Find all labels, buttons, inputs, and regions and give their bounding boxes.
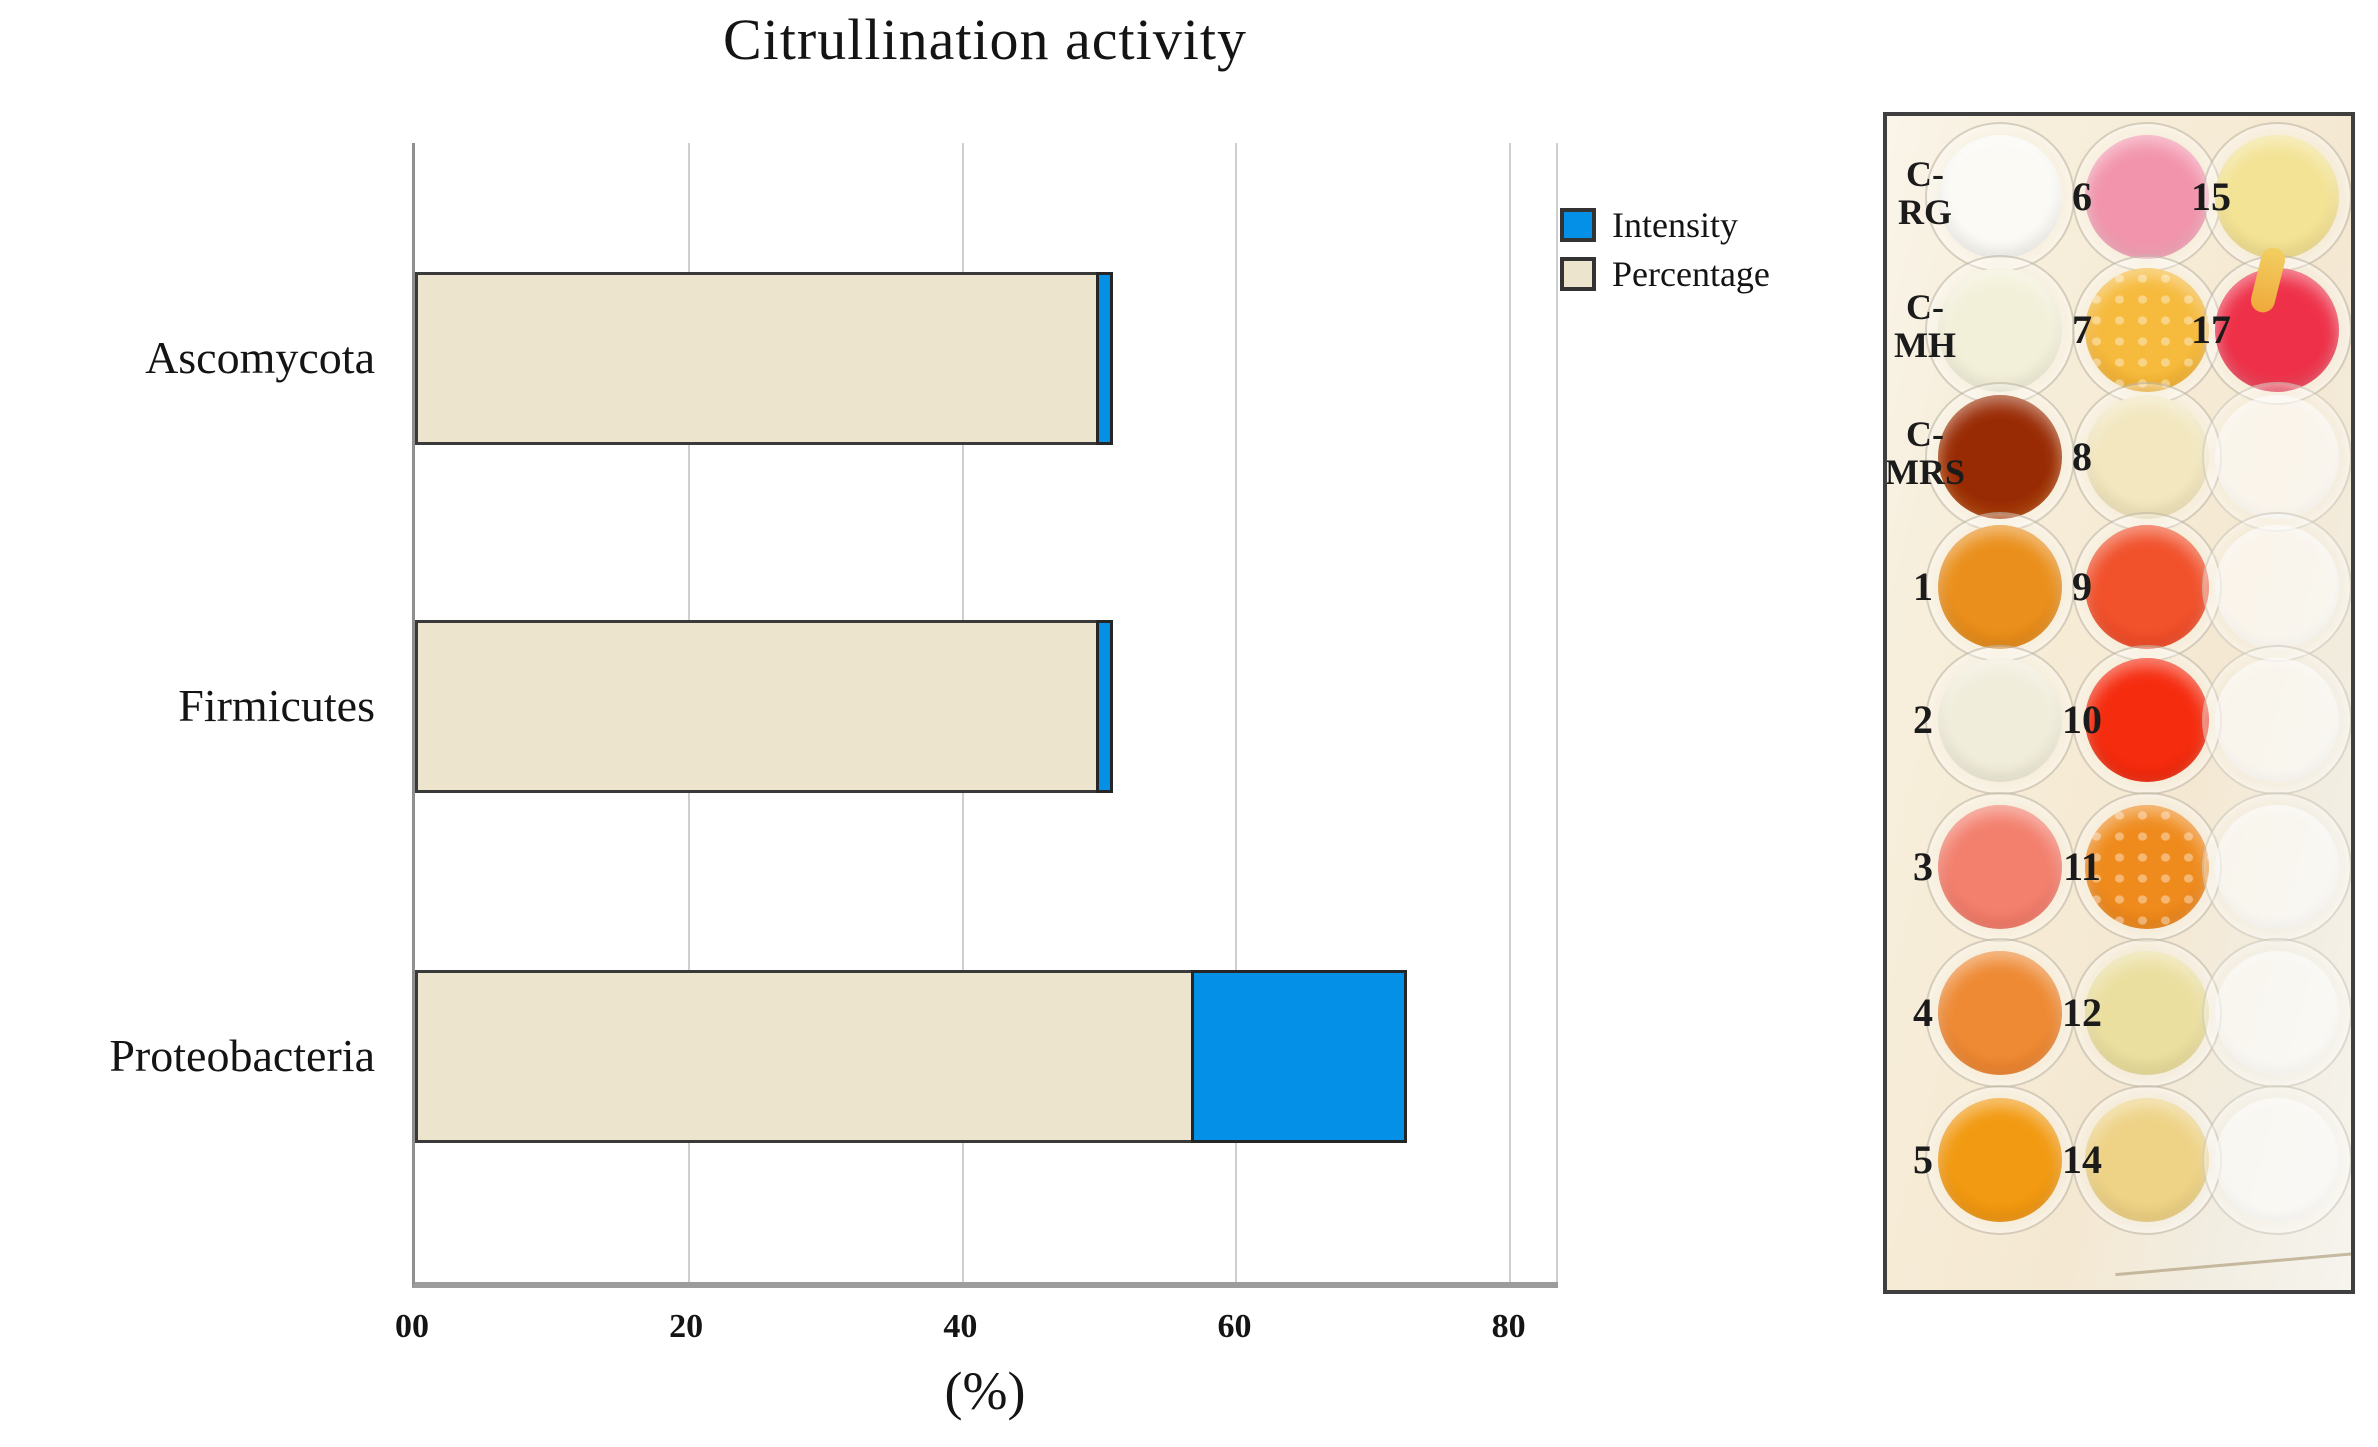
legend-label: Percentage [1612, 254, 1770, 294]
well-C-MH [1925, 255, 2075, 405]
x-tick-20: 20 [669, 1308, 704, 1345]
category-label-proteobacteria: Proteobacteria [109, 1030, 375, 1081]
bar-segment-percentage [415, 272, 1099, 445]
well-C-MRS [1925, 382, 2075, 532]
bar-row-firmicutes [415, 620, 1558, 793]
bar-segment-percentage [415, 970, 1195, 1143]
category-label-ascomycota: Ascomycota [145, 332, 375, 383]
well-14 [2072, 1085, 2222, 1235]
legend-item-intensity: Intensity [1560, 204, 1770, 246]
bar-segment-percentage [415, 620, 1099, 793]
well-label-12: 12 [2062, 990, 2102, 1035]
well-liquid [2215, 658, 2339, 782]
bubbles-overlay [2085, 268, 2209, 392]
well-C-RG [1925, 122, 2075, 272]
well-liquid [2085, 805, 2209, 929]
x-axis-label: (%) [944, 1361, 1026, 1421]
well-liquid [2215, 525, 2339, 649]
legend: Intensity Percentage [1560, 204, 1770, 302]
bubbles-overlay [2085, 805, 2209, 929]
empty-well [2202, 645, 2351, 795]
gridline-60 [1235, 143, 1238, 1282]
bar-row-ascomycota [415, 272, 1558, 445]
plot-area [412, 143, 1558, 1288]
gridline-80 [1508, 143, 1511, 1282]
x-tick-00: 00 [395, 1308, 429, 1345]
empty-well [2202, 1085, 2351, 1235]
well-liquid [1938, 1098, 2062, 1222]
well-12 [2072, 938, 2222, 1088]
plate-edge-line [2115, 1250, 2351, 1277]
well-liquid [2085, 395, 2209, 519]
well-liquid [1938, 395, 2062, 519]
well-liquid [2085, 658, 2209, 782]
well-6 [2072, 122, 2222, 272]
well-9 [2072, 512, 2222, 662]
well-label-1: 1 [1913, 564, 1933, 609]
well-3 [1925, 792, 2075, 942]
legend-label: Intensity [1612, 205, 1738, 245]
well-label-7: 7 [2072, 307, 2092, 352]
well-label-10: 10 [2062, 697, 2102, 742]
well-label-6: 6 [2072, 174, 2092, 219]
well-label-11: 11 [2063, 844, 2101, 889]
well-liquid [1938, 658, 2062, 782]
well-label-8: 8 [2072, 434, 2092, 479]
well-15 [2202, 122, 2351, 272]
bar-segment-intensity [1095, 620, 1114, 793]
well-label-C-MH: C- MH [1894, 287, 1956, 365]
legend-swatch-intensity [1560, 208, 1596, 242]
well-liquid [2085, 525, 2209, 649]
well-label-C-MRS: C- MRS [1885, 414, 1965, 492]
gridline-right-boundary [1556, 143, 1558, 1282]
chart-title: Citrullination activity [723, 7, 1247, 72]
well-label-3: 3 [1913, 844, 1933, 889]
well-liquid [2215, 1098, 2339, 1222]
well-label-2: 2 [1913, 697, 1933, 742]
well-liquid [1938, 951, 2062, 1075]
well-17 [2202, 245, 2351, 405]
x-tick-40: 40 [943, 1308, 978, 1345]
well-liquid [2215, 951, 2339, 1075]
well-liquid [2215, 395, 2339, 519]
empty-well [2202, 512, 2351, 662]
well-liquid [1938, 268, 2062, 392]
well-label-17: 17 [2191, 307, 2231, 352]
well-liquid [2085, 1098, 2209, 1222]
bar-row-proteobacteria [415, 970, 1558, 1143]
well-label-C-RG: C- RG [1898, 154, 1952, 232]
x-tick-60: 60 [1217, 1308, 1252, 1345]
legend-swatch-percentage [1560, 257, 1596, 291]
well-label-15: 15 [2191, 174, 2231, 219]
well-liquid [2085, 135, 2209, 259]
well-liquid [1938, 805, 2062, 929]
well-liquid [1938, 525, 2062, 649]
legend-item-percentage: Percentage [1560, 253, 1770, 295]
well-label-4: 4 [1913, 990, 1933, 1035]
well-liquid [2215, 135, 2339, 259]
well-7 [2072, 255, 2222, 405]
empty-well [2202, 938, 2351, 1088]
well-label-9: 9 [2072, 564, 2092, 609]
well-liquid [2085, 951, 2209, 1075]
bar-segment-intensity [1095, 272, 1114, 445]
x-tick-80: 80 [1491, 1308, 1526, 1345]
bar-segment-intensity [1191, 970, 1408, 1143]
well-11 [2072, 792, 2222, 942]
well-10 [2072, 645, 2222, 795]
well-label-14: 14 [2062, 1137, 2102, 1182]
category-label-firmicutes: Firmicutes [178, 680, 375, 731]
well-2 [1925, 645, 2075, 795]
empty-well [2202, 382, 2351, 532]
well-liquid [1938, 135, 2062, 259]
well-1 [1925, 512, 2075, 662]
well-label-5: 5 [1913, 1137, 1933, 1182]
well-plate-photo: C- RG 6 15 C- MH 7 17 C- MRS 8 1 9 2 10 3 11 4 12 5 14 [1883, 112, 2355, 1294]
empty-well [2202, 792, 2351, 942]
well-liquid [2215, 805, 2339, 929]
well-liquid [2085, 268, 2209, 392]
